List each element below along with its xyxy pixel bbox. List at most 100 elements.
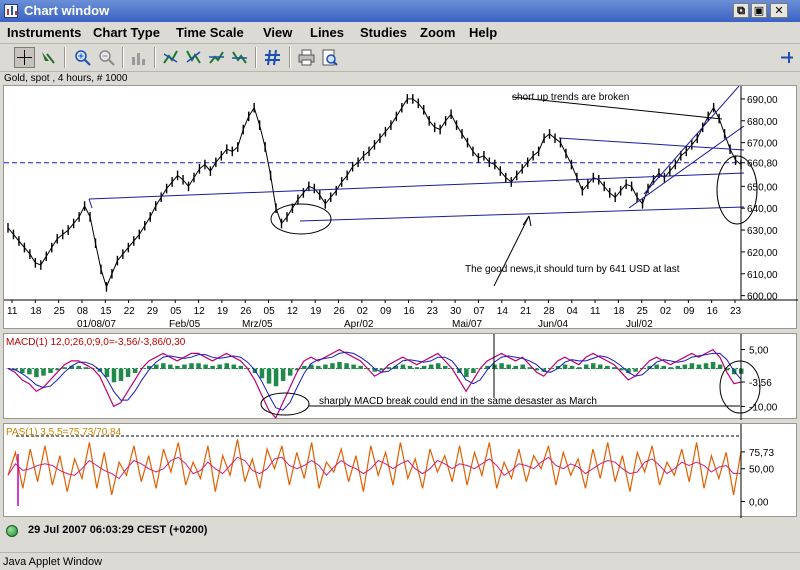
macd-histogram-bar: [161, 363, 166, 370]
toolbar-separator: [122, 47, 124, 68]
macd-histogram-bar: [83, 367, 89, 370]
macd-histogram-bar: [175, 365, 180, 370]
menu-lines[interactable]: Lines: [310, 25, 344, 40]
x-month-label: Jun/04: [538, 319, 568, 330]
macd-histogram-bar: [224, 363, 229, 370]
pas-panel[interactable]: PAS(1) 3,5,5=75,73/70,84 75,73 50,00 0,00: [3, 423, 798, 518]
macd-panel[interactable]: MACD(1) 12,0;26,0;9,0=-3,56/-3,86/0,30 s…: [3, 333, 798, 420]
price-panel[interactable]: short up trends are broken The good news…: [3, 85, 798, 330]
macd-chart[interactable]: MACD(1) 12,0;26,0;9,0=-3,56/-3,86/0,30 s…: [4, 334, 798, 420]
x-tick-label: 09: [683, 306, 695, 317]
macd-histogram-bar: [20, 368, 25, 374]
x-tick-label: 23: [427, 306, 439, 317]
price-chart[interactable]: short up trends are broken The good news…: [4, 86, 798, 330]
macd-histogram-bar: [513, 365, 518, 370]
macd-histogram-bar: [386, 367, 392, 370]
macd-histogram-bar: [294, 368, 300, 371]
pas-chart[interactable]: PAS(1) 3,5,5=75,73/70,84 75,73 50,00 0,00: [4, 424, 798, 518]
x-tick-label: 19: [217, 306, 229, 317]
macd-histogram-bar: [69, 365, 74, 370]
status-timestamp: 29 Jul 2007 06:03:29 CEST (+0200): [28, 524, 208, 536]
x-tick-label: 26: [334, 306, 346, 317]
menu-view[interactable]: View: [263, 25, 293, 40]
maximize-icon[interactable]: ▣: [751, 3, 767, 18]
trend-up-2-icon[interactable]: [206, 47, 227, 68]
macd-histogram-bar: [598, 364, 603, 370]
x-tick-label: 19: [310, 306, 322, 317]
cursor-icon[interactable]: [38, 47, 59, 68]
macd-histogram-bar: [309, 364, 314, 370]
volume-icon[interactable]: [128, 47, 149, 68]
grid-icon[interactable]: [262, 47, 283, 68]
macd-histogram-bar: [372, 368, 377, 372]
macd-legend: MACD(1) 12,0;26,0;9,0=-3,56/-3,86/0,30: [6, 337, 186, 348]
restore-icon[interactable]: ⧉: [733, 3, 749, 18]
crosshair-icon[interactable]: [14, 47, 35, 68]
macd-histogram-bar: [626, 368, 631, 374]
trend-up-icon[interactable]: [160, 47, 181, 68]
x-tick-label: 16: [403, 306, 415, 317]
chart-app-icon: [4, 4, 18, 18]
zoom-out-icon[interactable]: [96, 47, 117, 68]
macd-histogram-bar: [400, 364, 406, 370]
x-tick-label: 30: [450, 306, 462, 317]
close-icon[interactable]: ✕: [770, 3, 788, 18]
menu-help[interactable]: Help: [469, 25, 498, 40]
macd-histogram-bar: [351, 364, 356, 370]
macd-histogram-bar: [435, 363, 441, 370]
macd-histogram-bar: [534, 368, 540, 371]
macd-histogram-bar: [48, 368, 53, 374]
x-month-label: Jul/02: [626, 319, 653, 330]
trend-down-2-icon[interactable]: [229, 47, 250, 68]
macd-histogram-bar: [196, 363, 201, 370]
pin-icon[interactable]: [776, 47, 797, 68]
annotation-trend: short up trends are broken: [512, 92, 629, 103]
y-tick-label: 650,00: [747, 182, 778, 193]
macd-histogram-bar: [696, 364, 702, 370]
macd-histogram-bar: [724, 368, 730, 371]
macd-histogram-bar: [379, 368, 385, 371]
resistance-line: [558, 137, 745, 151]
menu-chart-type[interactable]: Chart Type: [93, 25, 160, 40]
menu-bar: Instruments Chart Type Time Scale View L…: [0, 22, 800, 44]
instrument-label: Gold, spot , 4 hours, # 1000: [4, 73, 128, 84]
x-tick-label: 25: [54, 306, 66, 317]
macd-histogram-bar: [682, 364, 688, 370]
macd-histogram-bar: [407, 365, 413, 370]
menu-studies[interactable]: Studies: [360, 25, 407, 40]
x-tick-label: 29: [147, 306, 159, 317]
macd-histogram-bar: [154, 364, 159, 370]
zoom-in-icon[interactable]: [72, 47, 93, 68]
macd-histogram-bar: [323, 364, 328, 370]
macd-histogram-bar: [118, 368, 124, 381]
print-preview-icon[interactable]: [319, 47, 340, 68]
applet-footer: Java Applet Window: [0, 552, 800, 570]
x-tick-label: 07: [473, 306, 485, 317]
macd-histogram-bar: [231, 364, 237, 370]
toolbar-separator: [255, 47, 257, 68]
x-month-label: 01/08/07: [77, 319, 116, 330]
trend-down-icon[interactable]: [183, 47, 204, 68]
y-tick-label: 680,00: [747, 117, 778, 128]
x-tick-label: 14: [497, 306, 509, 317]
x-tick-label: 26: [240, 306, 252, 317]
macd-histogram-bar: [280, 368, 286, 381]
macd-histogram-bar: [330, 363, 335, 370]
short-trend-line: [628, 125, 745, 209]
x-month-label: Feb/05: [169, 319, 201, 330]
macd-histogram-bar: [34, 368, 39, 377]
menu-zoom[interactable]: Zoom: [420, 25, 456, 40]
macd-histogram-bar: [562, 364, 568, 370]
x-tick-label: 09: [380, 306, 392, 317]
pas-y-tick-label: 0,00: [749, 497, 769, 508]
print-icon[interactable]: [296, 47, 317, 68]
x-tick-label: 02: [660, 306, 672, 317]
menu-instruments[interactable]: Instruments: [7, 25, 82, 40]
macd-histogram-bar: [62, 367, 67, 370]
x-tick-label: 12: [194, 306, 206, 317]
x-tick-label: 18: [613, 306, 625, 317]
macd-histogram-bar: [520, 364, 526, 370]
macd-histogram-bar: [492, 364, 497, 370]
menu-time-scale[interactable]: Time Scale: [176, 25, 244, 40]
macd-histogram-bar: [358, 365, 363, 370]
